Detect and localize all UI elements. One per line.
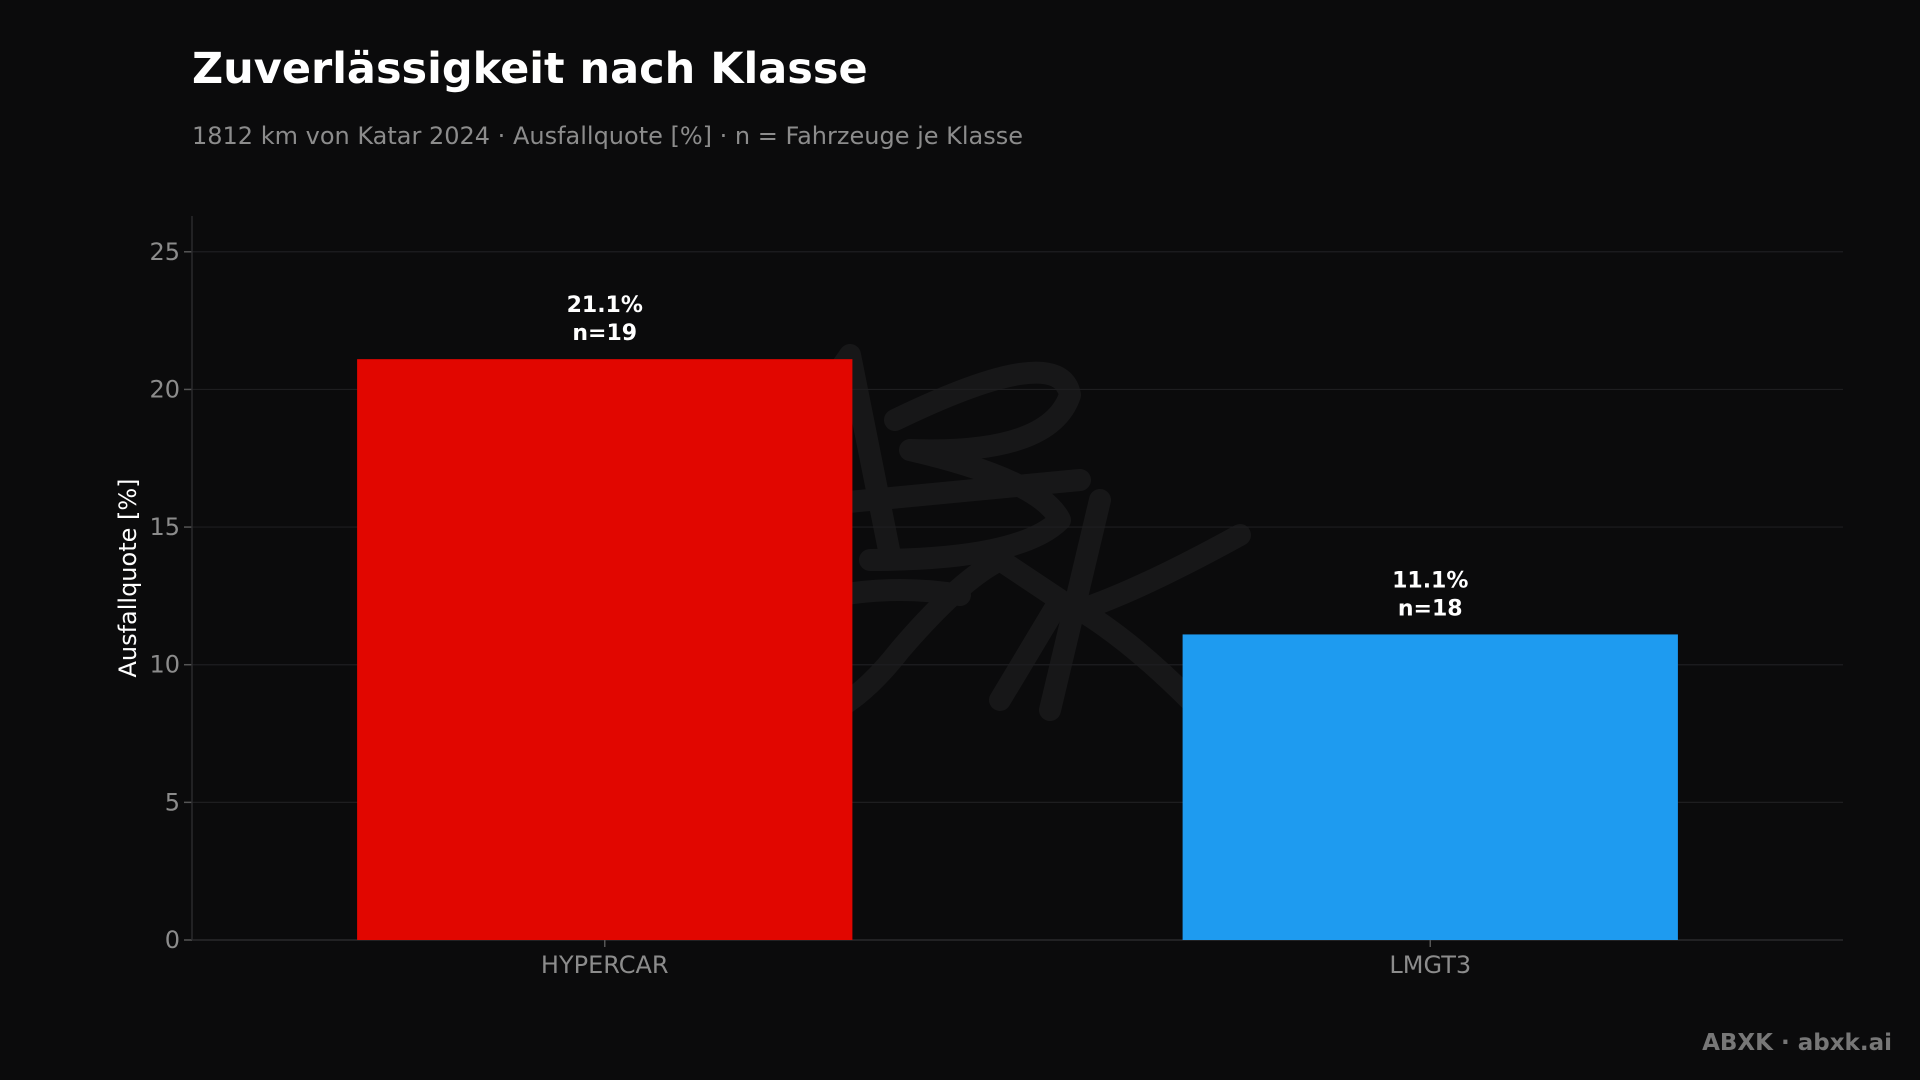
y-tick-label: 5 [165,788,180,816]
bar-lmgt3 [1182,634,1678,940]
data-label-percent: 11.1% [1392,568,1468,593]
y-tick-label: 0 [165,926,180,954]
x-tick-label: HYPERCAR [541,951,669,979]
labels: HYPERCAR 21.1% n=19 LMGT3 11.1% n=18 [541,293,1471,979]
chart-title: Zuverlässigkeit nach Klasse [192,44,868,94]
watermark-stroke [859,361,1081,571]
y-tick-label: 15 [149,513,180,541]
y-tick-label: 10 [149,651,180,679]
y-tick-label: 25 [149,238,180,266]
y-tick-label: 20 [149,375,180,403]
bar-hypercar [357,359,853,940]
watermark-stroke [1069,524,1251,711]
data-label-percent: 21.1% [567,293,643,318]
chart-subtitle: 1812 km von Katar 2024 · Ausfallquote [%… [192,122,1024,150]
footer-credit: ABXK · abxk.ai [1702,1030,1892,1056]
data-label-n: n=18 [1398,596,1463,621]
x-tick-label: LMGT3 [1389,951,1471,979]
watermark-stroke [1039,489,1111,721]
bars [357,359,1678,940]
y-axis-label: Ausfallquote [%] [114,478,142,677]
data-label-n: n=19 [572,321,637,346]
